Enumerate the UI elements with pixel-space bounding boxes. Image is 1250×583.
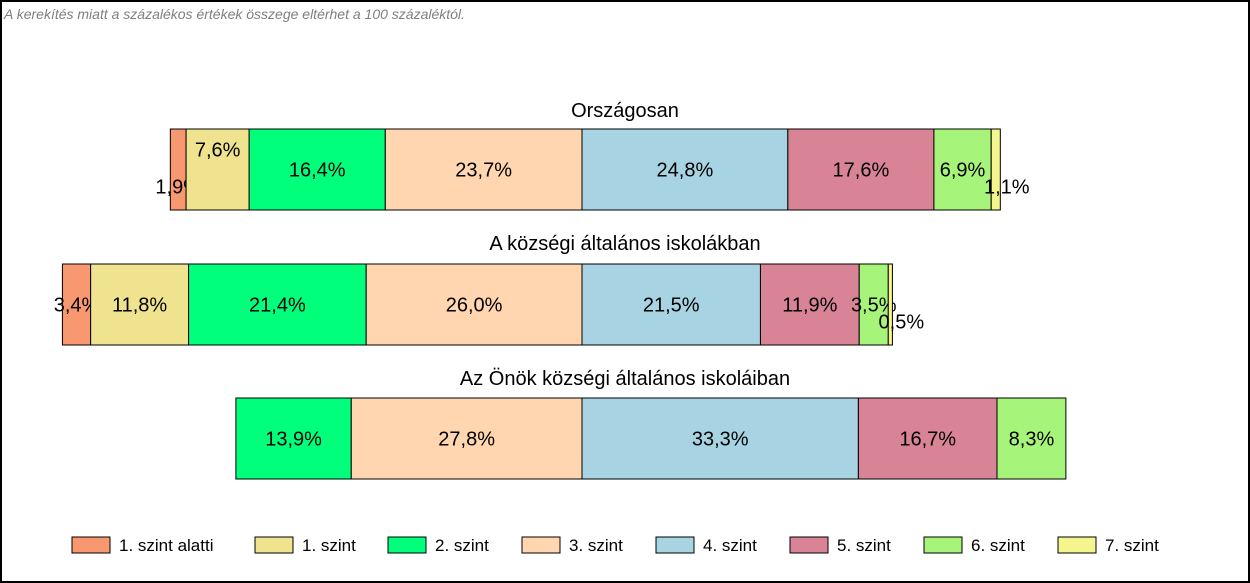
bar-segment: [990, 128, 1001, 211]
bar-segment: [858, 263, 889, 346]
data-label: 3,5%: [851, 295, 897, 317]
data-label: 8,3%: [1009, 429, 1055, 451]
data-label: 24,8%: [657, 160, 714, 182]
data-label: 13,9%: [265, 429, 322, 451]
legend-label: 3. szint: [569, 536, 623, 555]
series-title: Az Önök községi általános iskoláiban: [460, 368, 790, 390]
bar-segment: [235, 397, 352, 480]
data-label: 21,4%: [249, 295, 306, 317]
data-label: 21,5%: [643, 295, 700, 317]
data-label: 33,3%: [692, 429, 749, 451]
bar-segment: [188, 263, 367, 346]
legend-label: 4. szint: [703, 536, 757, 555]
bar-segment: [350, 397, 583, 480]
data-label: 11,8%: [112, 295, 167, 317]
bar-segment: [857, 397, 998, 480]
data-label: 16,7%: [899, 429, 956, 451]
legend-label: 1. szint: [302, 536, 356, 555]
data-label: 11,9%: [782, 295, 837, 317]
legend-swatch: [655, 536, 695, 554]
data-label: 3,4%: [54, 295, 100, 317]
bar-segment: [996, 397, 1067, 480]
legend-label: 5. szint: [837, 536, 891, 555]
bar-segment: [248, 128, 386, 211]
bar-segment: [581, 128, 789, 211]
legend-label: 1. szint alatti: [119, 536, 214, 555]
series-title: A községi általános iskolákban: [489, 233, 760, 255]
legend-label: 7. szint: [1105, 536, 1159, 555]
bar-segment: [759, 263, 860, 346]
bar-segment: [581, 397, 859, 480]
bar-segment: [787, 128, 935, 211]
legend-swatch: [71, 536, 111, 554]
legend-swatch: [387, 536, 427, 554]
bar-segment: [933, 128, 992, 211]
bar-segment: [384, 128, 583, 211]
data-label: 0,5%: [879, 312, 925, 334]
data-label: 16,4%: [289, 160, 346, 182]
legend-swatch: [923, 536, 963, 554]
data-label: 27,8%: [438, 429, 495, 451]
data-label: 26,0%: [446, 295, 503, 317]
data-label: 6,9%: [940, 160, 986, 182]
rounding-note: A kerekítés miatt a százalékos értékek ö…: [4, 6, 465, 22]
data-label: 17,6%: [833, 160, 890, 182]
legend-swatch: [1057, 536, 1097, 554]
legend-label: 2. szint: [435, 536, 489, 555]
legend-swatch: [521, 536, 561, 554]
data-label: 1,1%: [984, 177, 1030, 199]
bar-segment: [581, 263, 761, 346]
bar-segment: [887, 263, 893, 346]
data-label: 7,6%: [195, 140, 241, 162]
series-title: Országosan: [571, 100, 679, 122]
data-label: 23,7%: [455, 160, 512, 182]
legend-swatch: [789, 536, 829, 554]
legend-swatch: [254, 536, 294, 554]
legend-label: 6. szint: [971, 536, 1025, 555]
bar-segment: [365, 263, 583, 346]
